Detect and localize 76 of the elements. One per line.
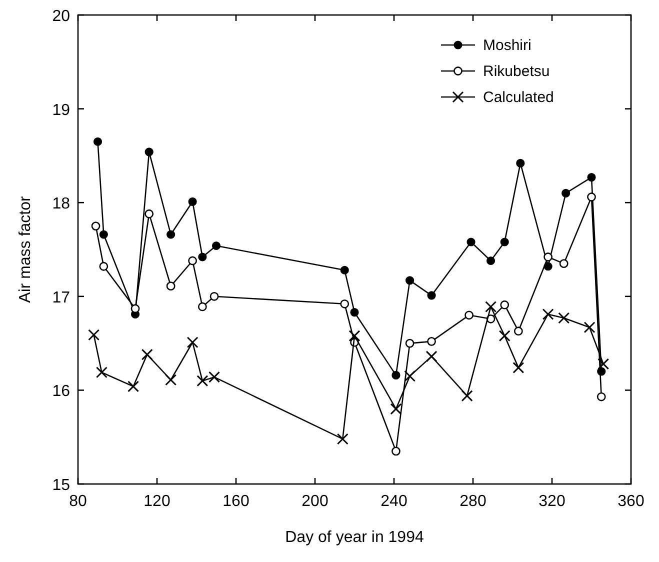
point: [141, 348, 153, 360]
point: [587, 192, 596, 202]
point: [461, 390, 473, 402]
point: [144, 148, 154, 156]
point: [91, 222, 100, 230]
point: [558, 312, 570, 324]
y-tick-label: 16: [52, 383, 70, 400]
point: [426, 350, 438, 362]
x-tick-label: 160: [222, 493, 250, 510]
point: [485, 300, 497, 312]
point: [93, 137, 102, 146]
point: [427, 291, 436, 300]
point: [348, 330, 360, 342]
point: [427, 336, 436, 346]
y-tick-label: 19: [52, 102, 70, 119]
point: [500, 238, 509, 246]
point: [584, 322, 596, 334]
y-tick-label: 18: [52, 196, 70, 213]
point: [144, 209, 154, 218]
point: [166, 230, 176, 239]
point: [336, 433, 348, 445]
point: [405, 338, 414, 348]
point: [196, 375, 208, 387]
point: [166, 282, 176, 291]
point: [99, 262, 108, 271]
point: [514, 326, 523, 336]
point: [406, 276, 414, 285]
x-tick-label: 120: [144, 493, 170, 510]
point: [186, 336, 198, 348]
point: [512, 362, 524, 374]
x-tick-label: 200: [302, 493, 328, 510]
x-tick-label: 280: [460, 493, 486, 510]
point: [542, 308, 554, 320]
point: [544, 252, 552, 262]
point: [210, 292, 219, 301]
point: [562, 188, 570, 198]
point: [392, 370, 400, 380]
point: [392, 446, 400, 456]
point: [165, 374, 177, 386]
point: [500, 300, 510, 310]
point: [128, 380, 140, 392]
legend-label: Rikubetsu: [483, 63, 550, 80]
legend-label: Moshiri: [483, 37, 532, 54]
point: [208, 371, 220, 383]
point: [596, 392, 606, 402]
point: [188, 256, 197, 266]
point: [88, 329, 100, 341]
point: [464, 310, 474, 320]
point: [340, 266, 349, 274]
x-tick-label: 320: [538, 493, 566, 510]
x-tick-label: 240: [380, 493, 408, 510]
y-tick-label: 20: [52, 8, 70, 25]
point: [516, 158, 525, 168]
point: [486, 256, 496, 266]
point: [390, 403, 402, 415]
point: [350, 308, 359, 317]
point: [198, 252, 207, 262]
legend-label: Calculated: [483, 89, 554, 106]
point: [96, 366, 108, 378]
point: [466, 238, 476, 246]
y-axis-title: Air mass factor: [17, 195, 34, 303]
x-tick-label: 360: [618, 493, 644, 510]
point: [340, 299, 350, 308]
x-tick-label: 80: [69, 493, 87, 510]
point: [598, 358, 610, 370]
point: [498, 330, 510, 342]
point: [559, 259, 568, 268]
point: [587, 172, 596, 182]
x-axis-title: Day of year in 1994: [285, 529, 424, 546]
y-tick-label: 17: [52, 289, 70, 306]
point: [188, 197, 197, 206]
point: [198, 302, 207, 312]
point: [99, 230, 108, 239]
y-tick-label: 15: [52, 477, 70, 494]
point: [212, 241, 221, 250]
point: [404, 370, 416, 382]
